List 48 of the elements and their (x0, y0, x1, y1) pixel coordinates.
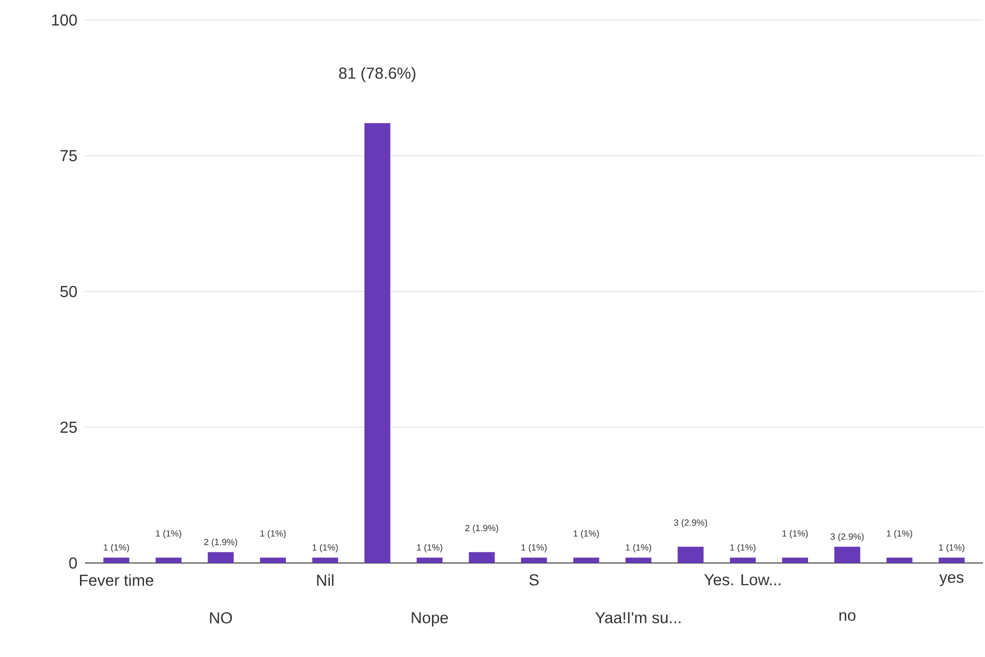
x-tick-label: Nope (412, 612, 448, 626)
data-label: 2 (1.9%) (465, 524, 498, 533)
data-label: 1 (1%) (156, 530, 182, 538)
data-label: 1 (1%) (417, 544, 442, 552)
bar (312, 558, 338, 563)
x-tick-label: Yes. Low... (704, 574, 780, 586)
data-label: 1 (1%) (104, 544, 129, 552)
bar (678, 546, 704, 563)
data-label: 81 (78.6%) (339, 67, 416, 82)
bar (625, 558, 652, 563)
bar (103, 558, 130, 563)
bar (156, 558, 182, 563)
bar (468, 552, 495, 563)
data-label: 1 (1%) (939, 544, 964, 552)
y-tick-label: 100 (52, 14, 77, 26)
bar (938, 558, 965, 563)
bar (886, 558, 912, 563)
bar (730, 558, 756, 563)
bar (208, 552, 234, 563)
bar (834, 546, 860, 563)
x-tick-label: S (529, 574, 539, 586)
y-tick-label: 0 (69, 557, 77, 569)
data-label: 2 (1.9%) (204, 538, 238, 547)
x-tick-label: NO (210, 612, 232, 624)
x-tick-label: yes (939, 574, 964, 586)
x-tick-label: Yaa!I'm su... (595, 612, 680, 624)
x-tick-label: Nil (317, 574, 334, 586)
y-tick-label: 75 (60, 150, 77, 162)
bar (782, 558, 808, 563)
data-label: 1 (1%) (886, 530, 912, 538)
data-label: 1 (1%) (782, 530, 808, 538)
x-tick-label: Fever time (80, 574, 154, 586)
bar (521, 558, 547, 563)
bar (416, 558, 443, 563)
data-label: 1 (1%) (626, 544, 652, 552)
bar (364, 123, 390, 563)
data-label: 1 (1%) (260, 530, 286, 538)
data-label: 1 (1%) (521, 544, 547, 552)
data-label: 1 (1%) (574, 530, 599, 538)
data-label: 1 (1%) (730, 544, 756, 552)
y-tick-label: 50 (60, 286, 77, 298)
bar (573, 558, 600, 563)
data-label: 3 (2.9%) (830, 533, 864, 542)
y-tick-label: 25 (60, 422, 77, 433)
data-label: 1 (1%) (312, 544, 338, 552)
data-label: 3 (2.9%) (674, 519, 708, 528)
x-tick-label: no (839, 612, 856, 621)
bar (260, 558, 286, 563)
